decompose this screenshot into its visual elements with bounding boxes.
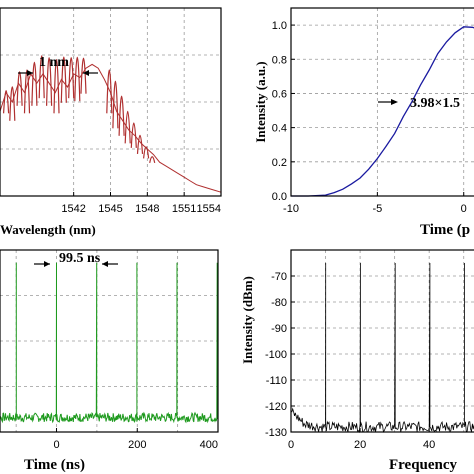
rf-spectrum-line — [290, 262, 474, 434]
pulse-spacing-annotation: 99.5 ns — [59, 251, 101, 266]
spectrum-peak — [46, 57, 53, 106]
autocorrelation-y-tick-label: 0.4 — [272, 123, 287, 135]
spectrum-peak — [3, 90, 10, 114]
pulse-train-grid — [0, 250, 219, 432]
autocorrelation-y-tick-label: 0.2 — [272, 157, 287, 169]
spectrum-x-tick-label: 1542 — [61, 203, 85, 215]
rf-spectrum-y-tick-label: -100 — [265, 349, 287, 361]
rf-spectrum-y-tick-label: -80 — [271, 297, 287, 309]
rf-spectrum-y-tick-label: -120 — [265, 401, 287, 413]
autocorrelation-line — [291, 26, 474, 197]
pulse-train-panel: 0 200 400 Time (ns) 99.5 ns — [0, 249, 219, 473]
pulse-train-x-tick-label: 200 — [128, 439, 146, 451]
autocorrelation-x-tick-label: -5 — [372, 203, 382, 215]
spectrum-panel: 1542 1545 1548 1551 1554 Wavelength (nm) 1 n… — [0, 7, 222, 237]
rf-spectrum-frame — [290, 249, 474, 433]
autocorrelation-y-tick-label: 0.8 — [272, 54, 287, 66]
autocorrelation-x-label: Time (p — [420, 222, 470, 238]
autocorrelation-y-label: Intensity (a.u.) — [253, 61, 268, 142]
spectrum-peak — [118, 95, 125, 136]
spectrum-peak — [68, 57, 75, 99]
autocorrelation-arrow — [378, 99, 398, 105]
rf-spectrum-x-tick-label: 0 — [288, 439, 294, 451]
spectrum-width-arrows — [18, 70, 98, 76]
pulse-train-frame — [0, 249, 219, 433]
spectrum-peak — [149, 156, 156, 164]
spectrum-peak — [38, 55, 45, 99]
rf-spectrum-x-ticks: 0 20 40 — [288, 428, 435, 451]
spectrum-peak — [80, 57, 87, 94]
rf-spectrum-y-tick-label: -110 — [266, 375, 287, 387]
rf-spectrum-y-tick-label: -70 — [271, 271, 287, 283]
pulse-train-x-tick-label: 0 — [53, 439, 59, 451]
rf-spectrum-y-tick-label: -130 — [265, 427, 287, 439]
pulse-train-x-label: Time (ns) — [24, 457, 85, 473]
rf-spectrum-y-tick-label: -90 — [271, 323, 287, 335]
pulse-train-line — [0, 262, 219, 424]
spectrum-peak — [9, 86, 16, 121]
autocorrelation-frame — [290, 7, 474, 197]
rf-spectrum-x-tick-label: 20 — [354, 439, 366, 451]
spectrum-x-tick-label: 1545 — [98, 203, 122, 215]
spectrum-x-ticks: 1542 1545 1548 1551 1554 — [61, 192, 222, 215]
spectrum-x-tick-label: 1551 — [172, 203, 196, 215]
spectrum-peak — [130, 122, 137, 148]
spectrum-peak — [143, 146, 150, 159]
spectrum-x-tick-label: 1548 — [135, 203, 159, 215]
rf-spectrum-grid — [290, 250, 474, 433]
autocorrelation-annotation: 3.98×1.5 — [410, 96, 460, 111]
spectrum-x-label: Wavelength (nm) — [0, 222, 96, 237]
rf-spectrum-x-label: Frequency — [389, 457, 458, 473]
rf-spectrum-y-label: Intensity (dBm) — [240, 276, 255, 364]
spectrum-peak — [53, 59, 60, 114]
rf-spectrum-panel: 0 20 40 -130 -120 -110 -100 -90 -80 -70 Frequenc… — [240, 249, 474, 473]
spectrum-peak — [106, 69, 113, 114]
autocorrelation-x-tick-label: -10 — [283, 203, 299, 215]
spectrum-peaks — [3, 55, 156, 164]
spectrum-peak — [16, 71, 23, 106]
autocorrelation-y-tick-label: 1.0 — [272, 20, 287, 32]
autocorrelation-x-tick-label: 0 — [461, 203, 467, 215]
rf-spectrum-y-ticks: -130 -120 -110 -100 -90 -80 -70 — [265, 271, 295, 439]
spectrum-peak — [60, 56, 67, 103]
spectrum-x-tick-label: 1554 — [197, 203, 221, 215]
spectrum-peak — [74, 57, 81, 102]
spectrum-peak — [23, 69, 31, 114]
spectrum-peak — [136, 134, 144, 154]
autocorrelation-y-tick-label: 0.6 — [272, 88, 287, 100]
rf-spectrum-x-tick-label: 40 — [423, 439, 435, 451]
autocorrelation-x-ticks: -10 -5 0 — [283, 192, 467, 215]
spectrum-peak — [124, 110, 131, 144]
autocorrelation-panel: -10 -5 0 0.0 0.2 0.4 0.6 0.8 1.0 Time (p Intens… — [253, 7, 474, 238]
spectrum-width-annotation: 1 nm — [39, 55, 69, 70]
pulse-train-x-tick-label: 400 — [200, 439, 218, 451]
pulse-spacing-arrows — [34, 261, 118, 267]
spectrum-grid — [0, 8, 222, 196]
spectrum-peak — [31, 62, 38, 106]
spectrum-line — [0, 63, 222, 193]
autocorrelation-y-ticks: 0.0 0.2 0.4 0.6 0.8 1.0 — [272, 20, 295, 203]
autocorrelation-y-tick-label: 0.0 — [272, 191, 287, 203]
spectrum-peak — [112, 80, 119, 129]
pulse-train-x-ticks: 0 200 400 — [53, 428, 219, 451]
